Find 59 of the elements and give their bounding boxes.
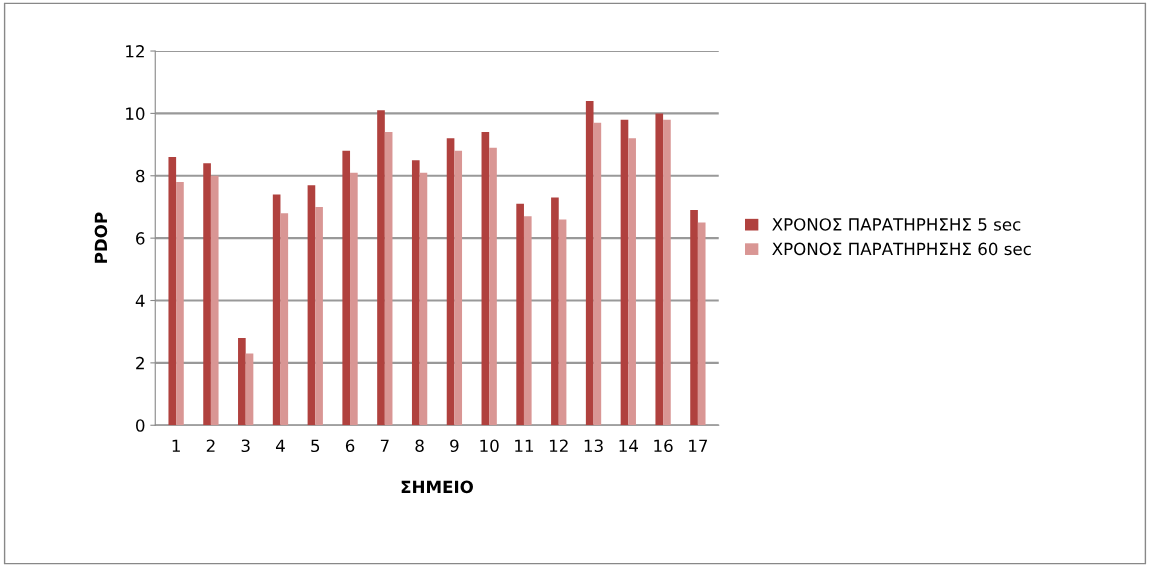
y-axis-title: PDOP <box>94 212 108 263</box>
y-tick-label: 6 <box>136 232 145 245</box>
y-tick-label: 0 <box>136 419 145 432</box>
y-tick-label: 2 <box>136 356 144 370</box>
bar <box>690 210 698 426</box>
bar <box>663 119 671 426</box>
x-tick-label: 1 <box>172 439 180 452</box>
bar <box>176 182 184 426</box>
bar <box>272 194 281 426</box>
bar <box>203 163 211 426</box>
y-tick-label: 10 <box>126 107 145 120</box>
bar <box>350 172 358 426</box>
bar <box>210 175 219 426</box>
bar <box>411 160 420 426</box>
bar <box>315 206 323 426</box>
legend-label: ΧΡΟΝΟΣ ΠΑΡΑΤΗΡΗΣΗΣ 60 sec <box>772 242 1031 256</box>
bar <box>489 147 497 426</box>
bar <box>307 185 316 426</box>
bar <box>238 337 246 426</box>
y-tick-label: 8 <box>136 169 145 183</box>
x-tick-label: 14 <box>619 439 638 452</box>
bar <box>280 213 289 426</box>
bar <box>454 150 463 426</box>
x-tick-label: 17 <box>689 439 708 452</box>
legend-label: ΧΡΟΝΟΣ ΠΑΡΑΤΗΡΗΣΗΣ 5 sec <box>772 218 1021 231</box>
x-tick-label: 5 <box>311 439 320 453</box>
y-tick-label: 4 <box>135 294 145 307</box>
x-tick-label: 3 <box>241 439 250 453</box>
bar <box>558 219 567 426</box>
bar <box>481 132 490 426</box>
bar <box>593 122 602 426</box>
x-tick-label: 10 <box>480 439 499 453</box>
bar <box>384 132 393 426</box>
x-tick-label: 11 <box>515 439 534 452</box>
bar <box>551 197 559 426</box>
x-tick-label: 12 <box>549 439 568 452</box>
x-tick-label: 13 <box>584 439 603 453</box>
bar <box>655 113 664 426</box>
bar <box>419 172 428 426</box>
x-tick-label: 16 <box>654 439 673 453</box>
bar <box>377 110 385 426</box>
bar <box>245 353 254 426</box>
bar <box>697 222 706 426</box>
x-tick-label: 8 <box>415 439 424 453</box>
x-tick-label: 7 <box>380 439 389 452</box>
x-tick-label: 2 <box>206 439 215 452</box>
bar <box>168 157 177 426</box>
bar <box>523 216 532 426</box>
x-axis-title: ΣΗΜΕΙΟ <box>401 480 473 494</box>
bar <box>585 100 594 426</box>
x-tick-label: 4 <box>275 439 285 452</box>
y-tick-label: 12 <box>126 44 144 58</box>
bar <box>628 138 636 426</box>
x-tick-label: 9 <box>450 439 459 453</box>
bar <box>516 203 524 426</box>
bar <box>446 138 455 426</box>
x-tick-label: 6 <box>345 439 355 453</box>
bar <box>620 119 629 426</box>
bar <box>342 150 351 426</box>
